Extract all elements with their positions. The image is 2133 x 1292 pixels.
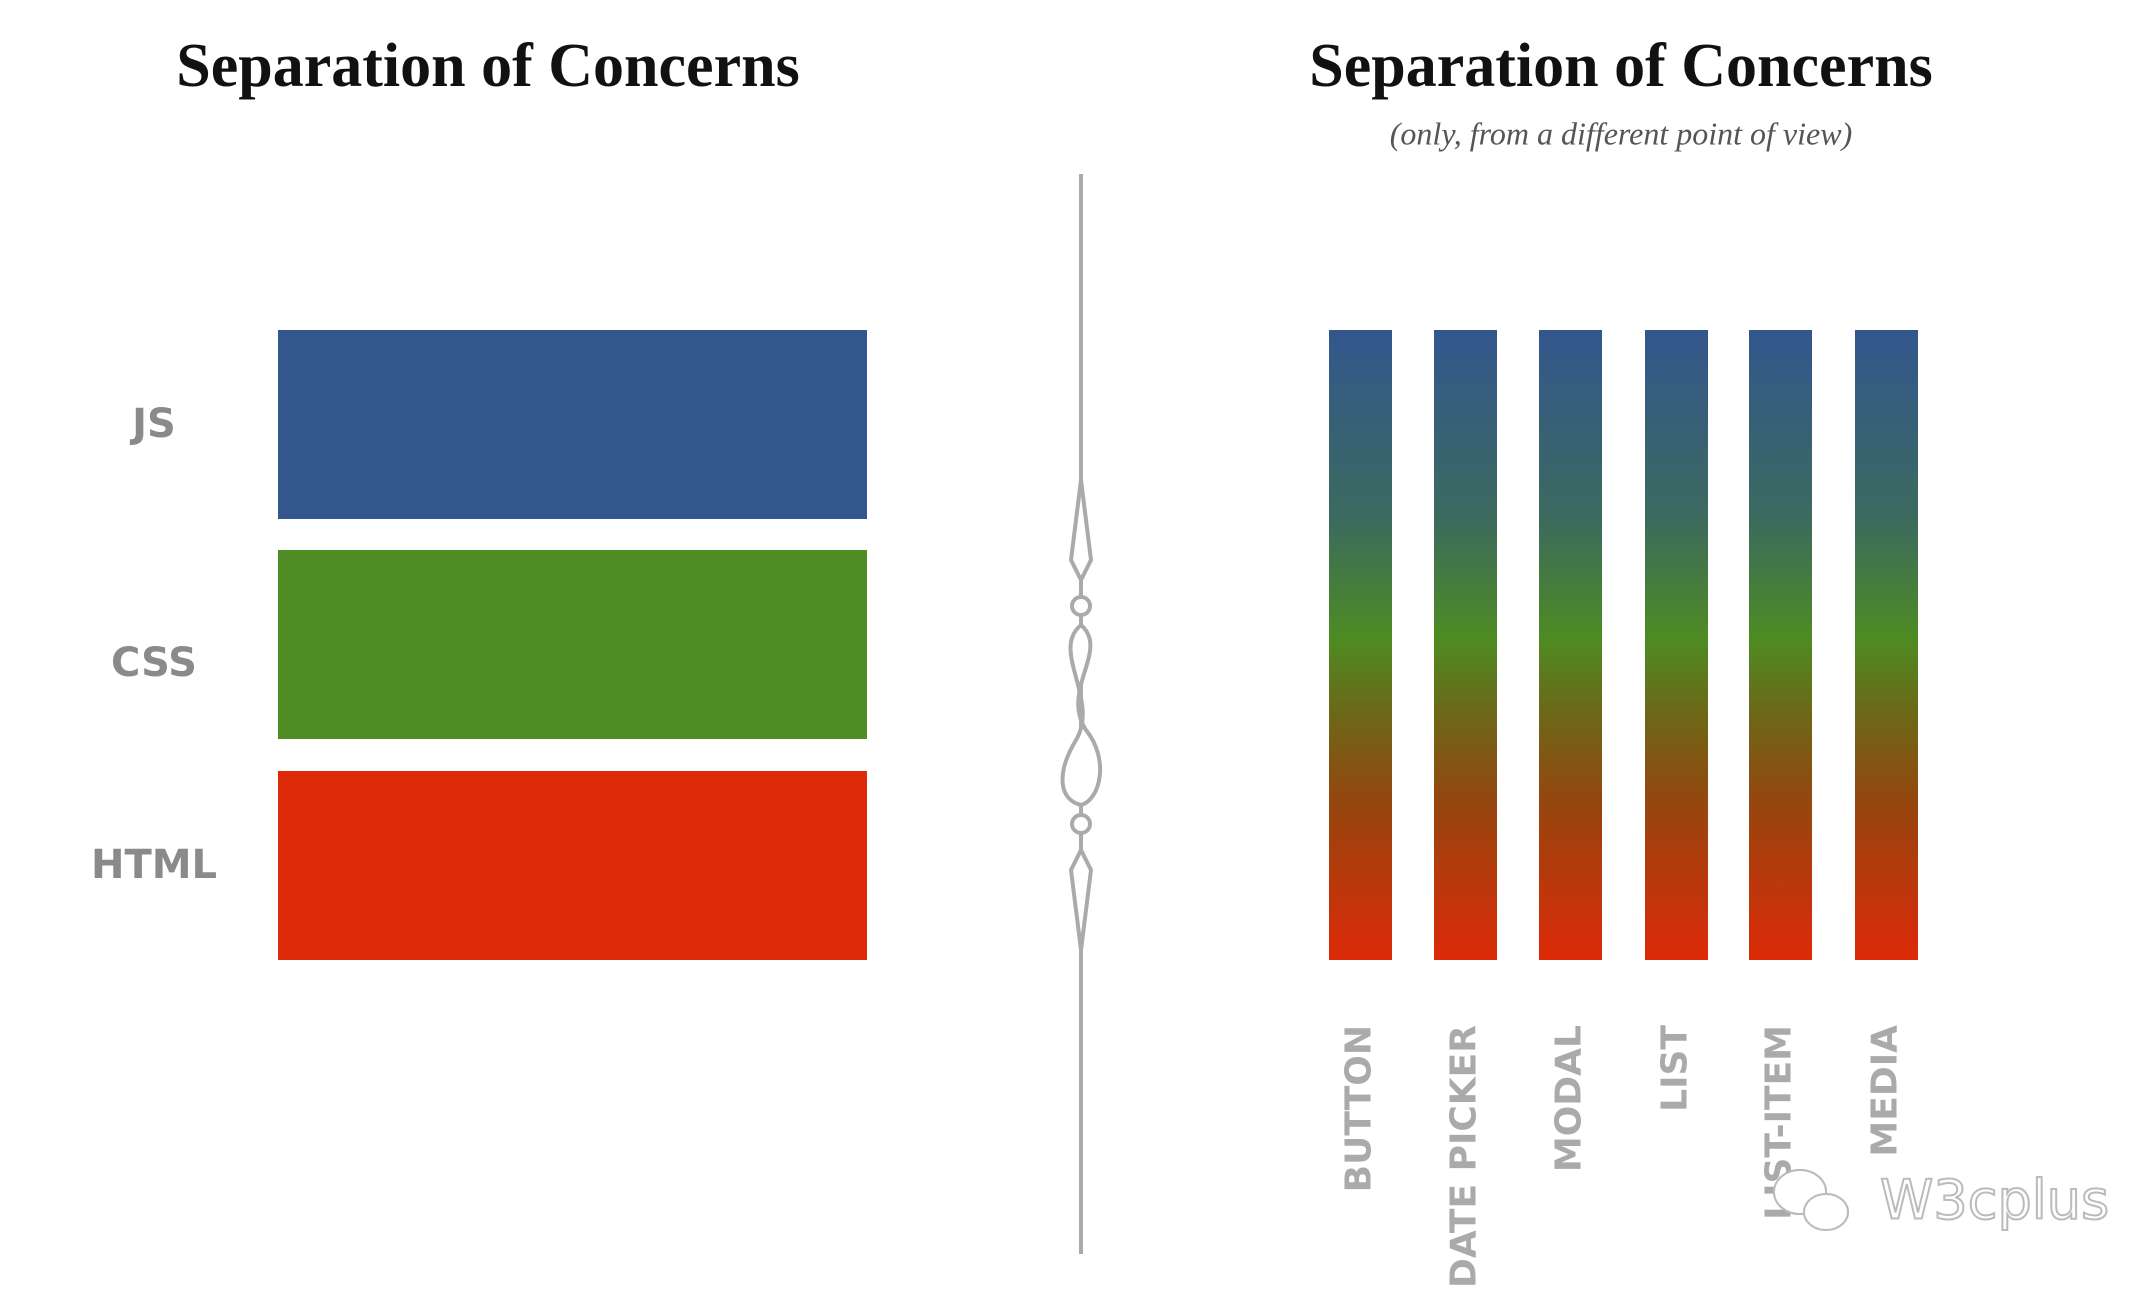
component-column xyxy=(1645,330,1708,960)
divider xyxy=(1060,174,1103,1254)
js-layer xyxy=(278,330,867,519)
html-layer xyxy=(278,771,867,960)
component-label: MEDIA xyxy=(1865,1025,1906,1157)
left-title: Separation of Concerns xyxy=(176,32,799,100)
layer-label: CSS xyxy=(111,640,197,686)
component-label: DATE PICKER xyxy=(1444,1025,1485,1288)
component-column xyxy=(1329,330,1392,960)
layer-label: HTML xyxy=(91,842,217,888)
css-layer xyxy=(278,550,867,739)
component-label: LIST xyxy=(1655,1025,1696,1112)
right-subtitle: (only, from a different point of view) xyxy=(1390,115,1852,151)
component-column xyxy=(1855,330,1918,960)
watermark-icon xyxy=(1803,1193,1849,1231)
component-column xyxy=(1434,330,1497,960)
right-title: Separation of Concerns xyxy=(1309,32,1932,100)
component-column xyxy=(1749,330,1812,960)
watermark: W3cplus xyxy=(1880,1169,2109,1232)
component-label: MODAL xyxy=(1549,1025,1590,1172)
layer-label: JS xyxy=(129,401,176,447)
component-label: BUTTON xyxy=(1339,1025,1380,1192)
component-column xyxy=(1539,330,1602,960)
